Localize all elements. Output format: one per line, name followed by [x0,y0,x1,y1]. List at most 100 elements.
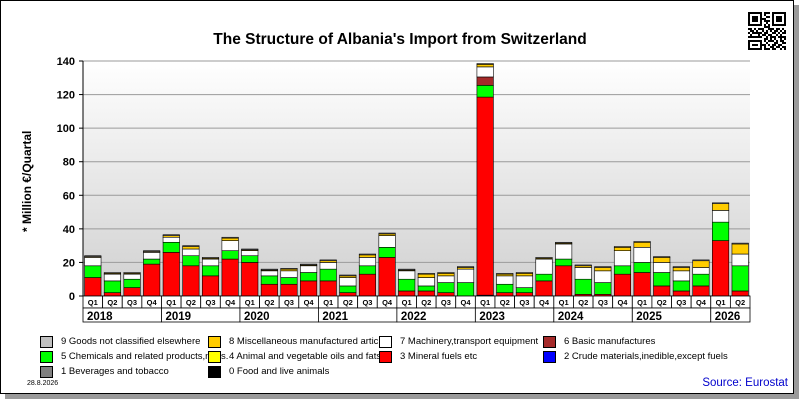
legend-label: 9 Goods not classified elsewhere [61,336,201,347]
qr-module [764,12,766,14]
bar-segment [221,250,239,260]
qr-module [772,16,774,18]
qr-module [784,38,786,40]
bar-segment [417,277,435,287]
qr-module [760,32,762,34]
qr-module [772,20,774,22]
year-cell [710,307,751,323]
bar-segment [378,235,396,248]
y-tick-label: 120 [57,90,75,102]
qr-module [772,40,774,42]
qr-module [748,40,750,42]
qr-module [760,40,762,42]
qr-module [778,36,780,38]
qr-module [774,12,776,14]
qr-module [754,20,756,22]
bar-segment [358,273,376,297]
qr-module [768,24,770,26]
x-tick-label: Q3 [206,298,216,307]
x-tick-label: Q1 [402,298,412,307]
qr-module [762,34,764,36]
x-tick-label: Q3 [441,298,451,307]
bar-segment [692,259,710,262]
bar-segment [496,273,514,275]
qr-module [748,48,750,50]
x-tick-label: Q4 [382,298,393,307]
qr-module [754,40,756,42]
qr-module [784,20,786,22]
bar-segment [201,258,220,267]
bar-segment [300,265,318,273]
qr-module [768,20,770,22]
qr-module [776,28,778,30]
bar-segment [378,232,396,235]
qr-module [766,42,768,44]
qr-module [774,32,776,34]
bar-segment [535,273,553,282]
x-tick-label: Q2 [264,298,274,307]
qr-module [784,36,786,38]
y-tick-label: 80 [63,157,75,169]
bar-segment [182,255,200,267]
bar-segment [182,245,200,247]
qr-module [770,36,772,38]
x-tick-label: Q4 [304,298,315,307]
qr-module [776,40,778,42]
bar-segment [123,287,141,297]
x-tick-label: Q1 [716,298,726,307]
qr-module [750,30,752,32]
qr-module [780,36,782,38]
bar-segment [182,246,200,250]
bar-segment [201,257,220,259]
qr-module [754,12,756,14]
bar-segment [241,250,259,257]
qr-module [784,46,786,48]
qr-module [748,24,750,26]
qr-module [764,18,766,20]
qr-module [772,48,774,50]
qr-module [774,44,776,46]
qr-module [770,28,772,30]
bar-segment [319,259,337,262]
bar-segment [84,277,102,297]
x-tick-label: Q2 [657,298,667,307]
qr-module [770,46,772,48]
bar-segment [594,282,612,295]
legend-label: 3 Mineral fuels etc [400,351,478,362]
bar-segment [574,278,592,295]
qr-module [780,34,782,36]
qr-module [772,18,774,20]
x-tick-label: Q4 [147,298,158,307]
bar-segment [633,247,651,263]
qr-module [756,30,758,32]
x-tick-label: Q4 [225,298,236,307]
bar-segment [280,270,298,278]
qr-module [760,42,762,44]
bar-segment [712,210,730,223]
qr-module [764,40,766,42]
legend-swatch [40,366,53,378]
qr-module [770,30,772,32]
bar-segment [437,282,455,293]
qr-module [776,34,778,36]
qr-module [752,44,754,46]
bar-segment [84,265,102,278]
qr-module [770,38,772,40]
bar-segment [515,275,533,288]
qr-module [768,44,770,46]
legend-swatch [379,351,392,363]
x-tick-label: Q4 [617,298,628,307]
qr-module [748,22,750,24]
y-tick-label: 60 [63,190,75,202]
qr-module [768,48,770,50]
qr-module [772,36,774,38]
qr-module [770,34,772,36]
x-tick-label: Q1 [323,298,333,307]
x-tick-label: Q3 [284,298,294,307]
legend-label: 2 Crude materials,inedible,except fuels [564,351,728,362]
qr-module [782,32,784,34]
qr-module [780,40,782,42]
qr-module [774,30,776,32]
qr-module [776,24,778,26]
bar-segment [437,292,455,297]
